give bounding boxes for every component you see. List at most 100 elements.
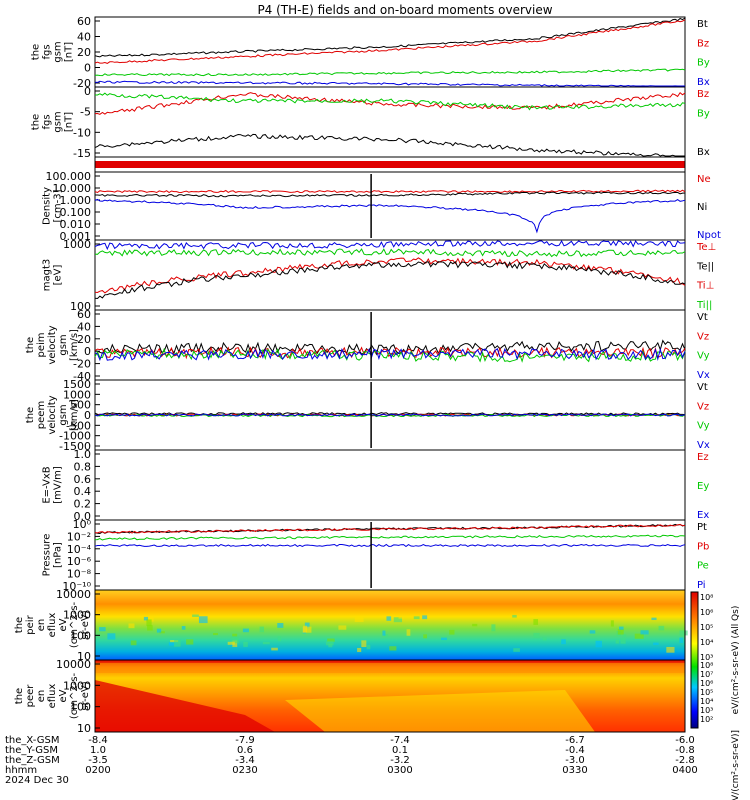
x-tick-label: 0.6	[237, 745, 253, 756]
series-group-peim-velocity	[94, 312, 686, 378]
y-tick-label: 60	[77, 308, 91, 321]
y-tick-label: 500	[70, 399, 91, 412]
spectrogram-cell	[277, 622, 284, 628]
y-tick-label: 1000	[63, 238, 91, 251]
spectrogram-cell	[230, 636, 239, 644]
y-axis-label: fgs	[42, 114, 53, 129]
y-axis-label: eflux	[47, 684, 58, 709]
spectrogram-cell	[242, 628, 249, 633]
spectrogram-cell	[277, 636, 282, 642]
series-line-Pi	[94, 543, 686, 548]
spectrogram-cell	[422, 615, 428, 620]
spectrogram-cell	[354, 617, 364, 622]
y-axis-label: the	[25, 407, 36, 423]
legend-entry: Ex	[697, 510, 709, 521]
x-tick-label: -7.9	[235, 735, 255, 746]
y-tick-label: 10⁻⁸	[67, 568, 92, 581]
colorbar-label: [eV/(cm²-s-sr-eV)]	[731, 730, 741, 800]
y-tick-label: 1500	[63, 378, 91, 391]
spectrogram-cell	[619, 626, 624, 630]
legend-entry: Te⊥	[696, 242, 716, 253]
series-line-Ne	[94, 189, 686, 194]
series-line-Te⊥	[94, 239, 686, 251]
y-axis-label: [mV/m]	[53, 466, 64, 504]
spectrogram-region	[95, 680, 275, 732]
y-tick-label: 0.001	[60, 230, 92, 243]
y-axis-label: [eV]	[53, 265, 64, 286]
y-tick-label: 0.0	[74, 510, 92, 523]
y-axis-label: Density	[42, 187, 53, 225]
y-tick-label: 100	[70, 629, 91, 642]
colorbar-tick: 10⁴	[700, 638, 713, 647]
spectrogram-cell	[589, 630, 596, 634]
legend-entry: Bz	[697, 38, 709, 49]
y-tick-label: -20	[73, 77, 91, 90]
panel-frame	[94, 16, 686, 88]
y-tick-label: -5	[80, 106, 91, 119]
spectrogram-cell	[472, 623, 478, 627]
legend-entry: Vy	[697, 351, 710, 362]
legend-entry: Bz	[697, 89, 709, 100]
y-tick-label: 0	[84, 409, 91, 422]
x-tick-label: -0.4	[565, 745, 585, 756]
series-line-Vx	[94, 413, 686, 417]
legend-entry: By	[697, 108, 710, 119]
legend-entry: Vt	[697, 312, 708, 323]
spectrogram-cell	[99, 627, 106, 632]
y-axis-label: peer	[25, 684, 36, 708]
legend-entry: Ez	[697, 452, 709, 463]
legend-entry: Pb	[697, 541, 709, 552]
spectrogram-cell	[382, 630, 386, 636]
spectrogram-cell	[384, 634, 389, 638]
y-tick-label: 40	[77, 31, 91, 44]
spectrogram-cell	[615, 639, 619, 644]
legend-entry: Te||	[696, 261, 714, 272]
legend-entry: Vz	[697, 331, 709, 342]
x-axis-date: 2024 Dec 30	[5, 775, 69, 786]
y-axis-label: sr-eV)	[80, 681, 91, 710]
spectrogram-cell	[620, 638, 626, 644]
x-axis-row-label: hhmm	[5, 765, 37, 776]
y-tick-label: 60	[77, 15, 91, 28]
panel-peir-spectrogram: 10000 1000 100 10 the peir en eflux eV (cm^2-s-sr…	[14, 588, 688, 663]
spectrogram-cell	[512, 614, 517, 618]
spectrogram-cell	[243, 641, 248, 647]
legend-entry: Ne	[697, 174, 711, 185]
spectrogram-cell	[651, 617, 657, 621]
y-tick-label: 10000	[56, 588, 91, 601]
y-axis-label: (cm^2-s-	[69, 601, 80, 648]
spectrogram-cell	[232, 633, 238, 637]
y-tick-label: 1.0	[74, 448, 92, 461]
colorbar-tick: 10³	[700, 653, 713, 662]
spectrogram-cell	[192, 614, 199, 617]
y-tick-label: 1000	[63, 679, 91, 692]
y-axis-label: gsm	[53, 111, 64, 132]
x-tick-label: 1.0	[90, 745, 106, 756]
y-tick-label: 0	[84, 62, 91, 75]
spectrogram-cell	[357, 647, 362, 653]
spectrogram-cell	[617, 629, 624, 635]
spectrogram-cell	[561, 639, 566, 645]
legend-entry: Pi	[697, 580, 706, 591]
series-line-Npot	[94, 198, 686, 234]
spectrogram-cell	[147, 625, 153, 631]
y-tick-label: 1.000	[60, 194, 92, 207]
spectrogram-cell	[262, 641, 270, 645]
colorbar-tick: 10⁴	[700, 697, 713, 706]
colorbar-tick: 10⁸	[700, 593, 713, 602]
colorbar-gradient	[690, 591, 699, 729]
colorbar-tick: 10⁵	[700, 688, 713, 697]
y-tick-label: 0.4	[74, 485, 92, 498]
legend-entry: Vx	[697, 440, 710, 451]
x-tick-label: -2.8	[675, 755, 695, 766]
y-axis-label: [nT]	[64, 112, 75, 132]
y-axis-label: magt3	[42, 259, 53, 292]
y-tick-label: 0.010	[60, 218, 92, 231]
spectrogram-cell	[533, 619, 539, 625]
legend-entry: By	[697, 58, 710, 69]
x-axis-row-label: the_Y-GSM	[5, 745, 58, 756]
y-axis-label: E=-VxB	[42, 466, 53, 503]
legend-entry: Ti||	[696, 300, 712, 311]
y-tick-label: 10⁻⁶	[67, 555, 92, 568]
